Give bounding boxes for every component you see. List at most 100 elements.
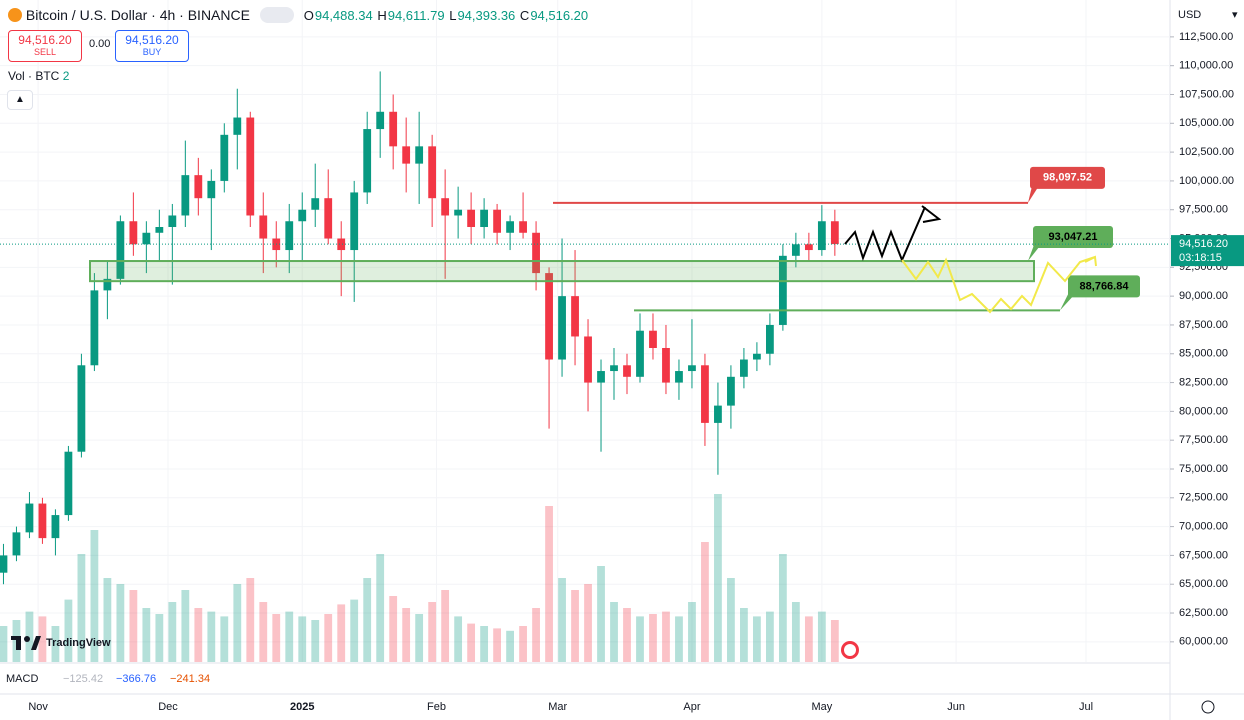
sell-button[interactable]: 94,516.20 SELL	[8, 30, 82, 62]
volume-bar	[90, 530, 99, 662]
volume-bar	[142, 608, 151, 662]
volume-bar	[363, 578, 372, 662]
logo-mark	[16, 636, 21, 650]
flag-icon[interactable]	[844, 644, 856, 656]
level-label-box	[1030, 166, 1105, 189]
y-tick-label: 85,000.00	[1179, 348, 1228, 360]
volume-bar	[649, 614, 657, 662]
volume-bar	[804, 616, 813, 662]
candle-body	[116, 221, 125, 279]
candle-body	[285, 221, 294, 251]
volume-bar	[428, 602, 437, 662]
x-tick-label: Dec	[158, 701, 178, 713]
volume-bar	[38, 616, 47, 662]
candle-body	[662, 347, 670, 383]
symbol-header: Bitcoin / U.S. Dollar · 4h · BINANCE O94…	[8, 7, 589, 23]
volume-bar	[220, 616, 229, 662]
candle-body	[181, 175, 190, 216]
volume-bar	[116, 584, 125, 662]
volume-bar	[181, 590, 190, 662]
volume-legend: Vol · BTC 2	[8, 69, 69, 83]
candle-body	[311, 198, 320, 210]
y-tick-label: 105,000.00	[1179, 117, 1234, 129]
candle-body	[259, 215, 268, 239]
candle-body	[337, 238, 346, 251]
volume-bar	[155, 614, 164, 662]
y-tick-label: 72,500.00	[1179, 492, 1228, 504]
candle-body	[597, 371, 605, 383]
x-tick-label: Nov	[28, 701, 48, 713]
candle-body	[298, 209, 307, 222]
volume-bar	[77, 554, 86, 662]
volume-bar	[584, 584, 592, 662]
volume-bar	[636, 616, 644, 662]
buy-price: 94,516.20	[125, 33, 179, 47]
volume-bar	[791, 602, 800, 662]
buy-button[interactable]: 94,516.20 BUY	[115, 30, 189, 62]
volume-bar	[519, 626, 527, 662]
volume-bar	[194, 608, 203, 662]
ohlc-value: 94,611.79	[387, 8, 445, 23]
y-tick-label: 87,500.00	[1179, 319, 1228, 331]
volume-bar	[337, 604, 346, 662]
candle-body	[610, 365, 618, 372]
y-tick-label: 100,000.00	[1179, 175, 1234, 187]
candle-body	[467, 209, 476, 228]
candle-body	[480, 209, 489, 228]
candle-body	[778, 255, 787, 325]
candle-body	[454, 209, 463, 216]
volume-bar	[103, 578, 112, 662]
volume-bar	[817, 611, 826, 662]
candle-body	[220, 134, 229, 181]
volume-bar	[597, 566, 605, 662]
volume-bar	[311, 620, 320, 662]
volume-bar	[376, 554, 385, 662]
projection-path	[844, 206, 926, 263]
logo: TradingView	[11, 636, 111, 650]
x-tick-label: Jun	[947, 701, 965, 713]
y-tick-label: 60,000.00	[1179, 636, 1228, 648]
symbol-title[interactable]: Bitcoin / U.S. Dollar · 4h · BINANCE	[25, 7, 250, 23]
macd-value: −125.42	[63, 673, 103, 685]
last-price-box	[1171, 235, 1244, 267]
logo-text: TradingView	[46, 637, 111, 649]
candle-body	[584, 336, 592, 383]
x-tick-label: Apr	[683, 701, 700, 713]
currency[interactable]: USD	[1178, 9, 1201, 21]
volume-bar	[233, 584, 242, 662]
y-tick-label: 62,500.00	[1179, 607, 1228, 619]
candle-body	[765, 324, 774, 354]
volume-bar	[285, 611, 294, 662]
volume-bar	[558, 578, 566, 662]
x-tick-label: 2025	[290, 701, 314, 713]
candle-body	[623, 365, 631, 377]
settings-icon[interactable]	[1201, 700, 1215, 714]
candle-body	[804, 244, 813, 251]
currency-caret[interactable]: ▾	[1232, 9, 1238, 21]
candle-body	[77, 365, 86, 452]
buy-label: BUY	[142, 47, 162, 57]
ohlc-key: H	[377, 8, 387, 23]
status-pill[interactable]	[259, 7, 294, 23]
candle-body	[791, 244, 800, 256]
volume-label: Vol · BTC	[8, 69, 60, 83]
btc-icon	[8, 8, 22, 22]
volume-bar	[0, 626, 8, 662]
volume-bar	[571, 590, 579, 662]
volume-bar	[64, 599, 73, 662]
candle-body	[817, 221, 826, 251]
candle-body	[12, 532, 21, 556]
last-price-label: 94,516.20	[1179, 238, 1228, 250]
volume-bar	[389, 596, 398, 662]
collapse-button[interactable]: ▲	[7, 90, 33, 110]
level-label: 88,766.84	[1080, 280, 1130, 292]
candle-body	[51, 515, 60, 539]
ohlc-key: C	[519, 8, 530, 23]
y-tick-label: 82,500.00	[1179, 376, 1228, 388]
candle-body	[194, 175, 203, 199]
volume-bar	[129, 590, 138, 662]
volume-bar	[532, 608, 540, 662]
candle-body	[233, 117, 242, 135]
volume-bar	[441, 590, 450, 662]
candle-body	[688, 365, 696, 372]
